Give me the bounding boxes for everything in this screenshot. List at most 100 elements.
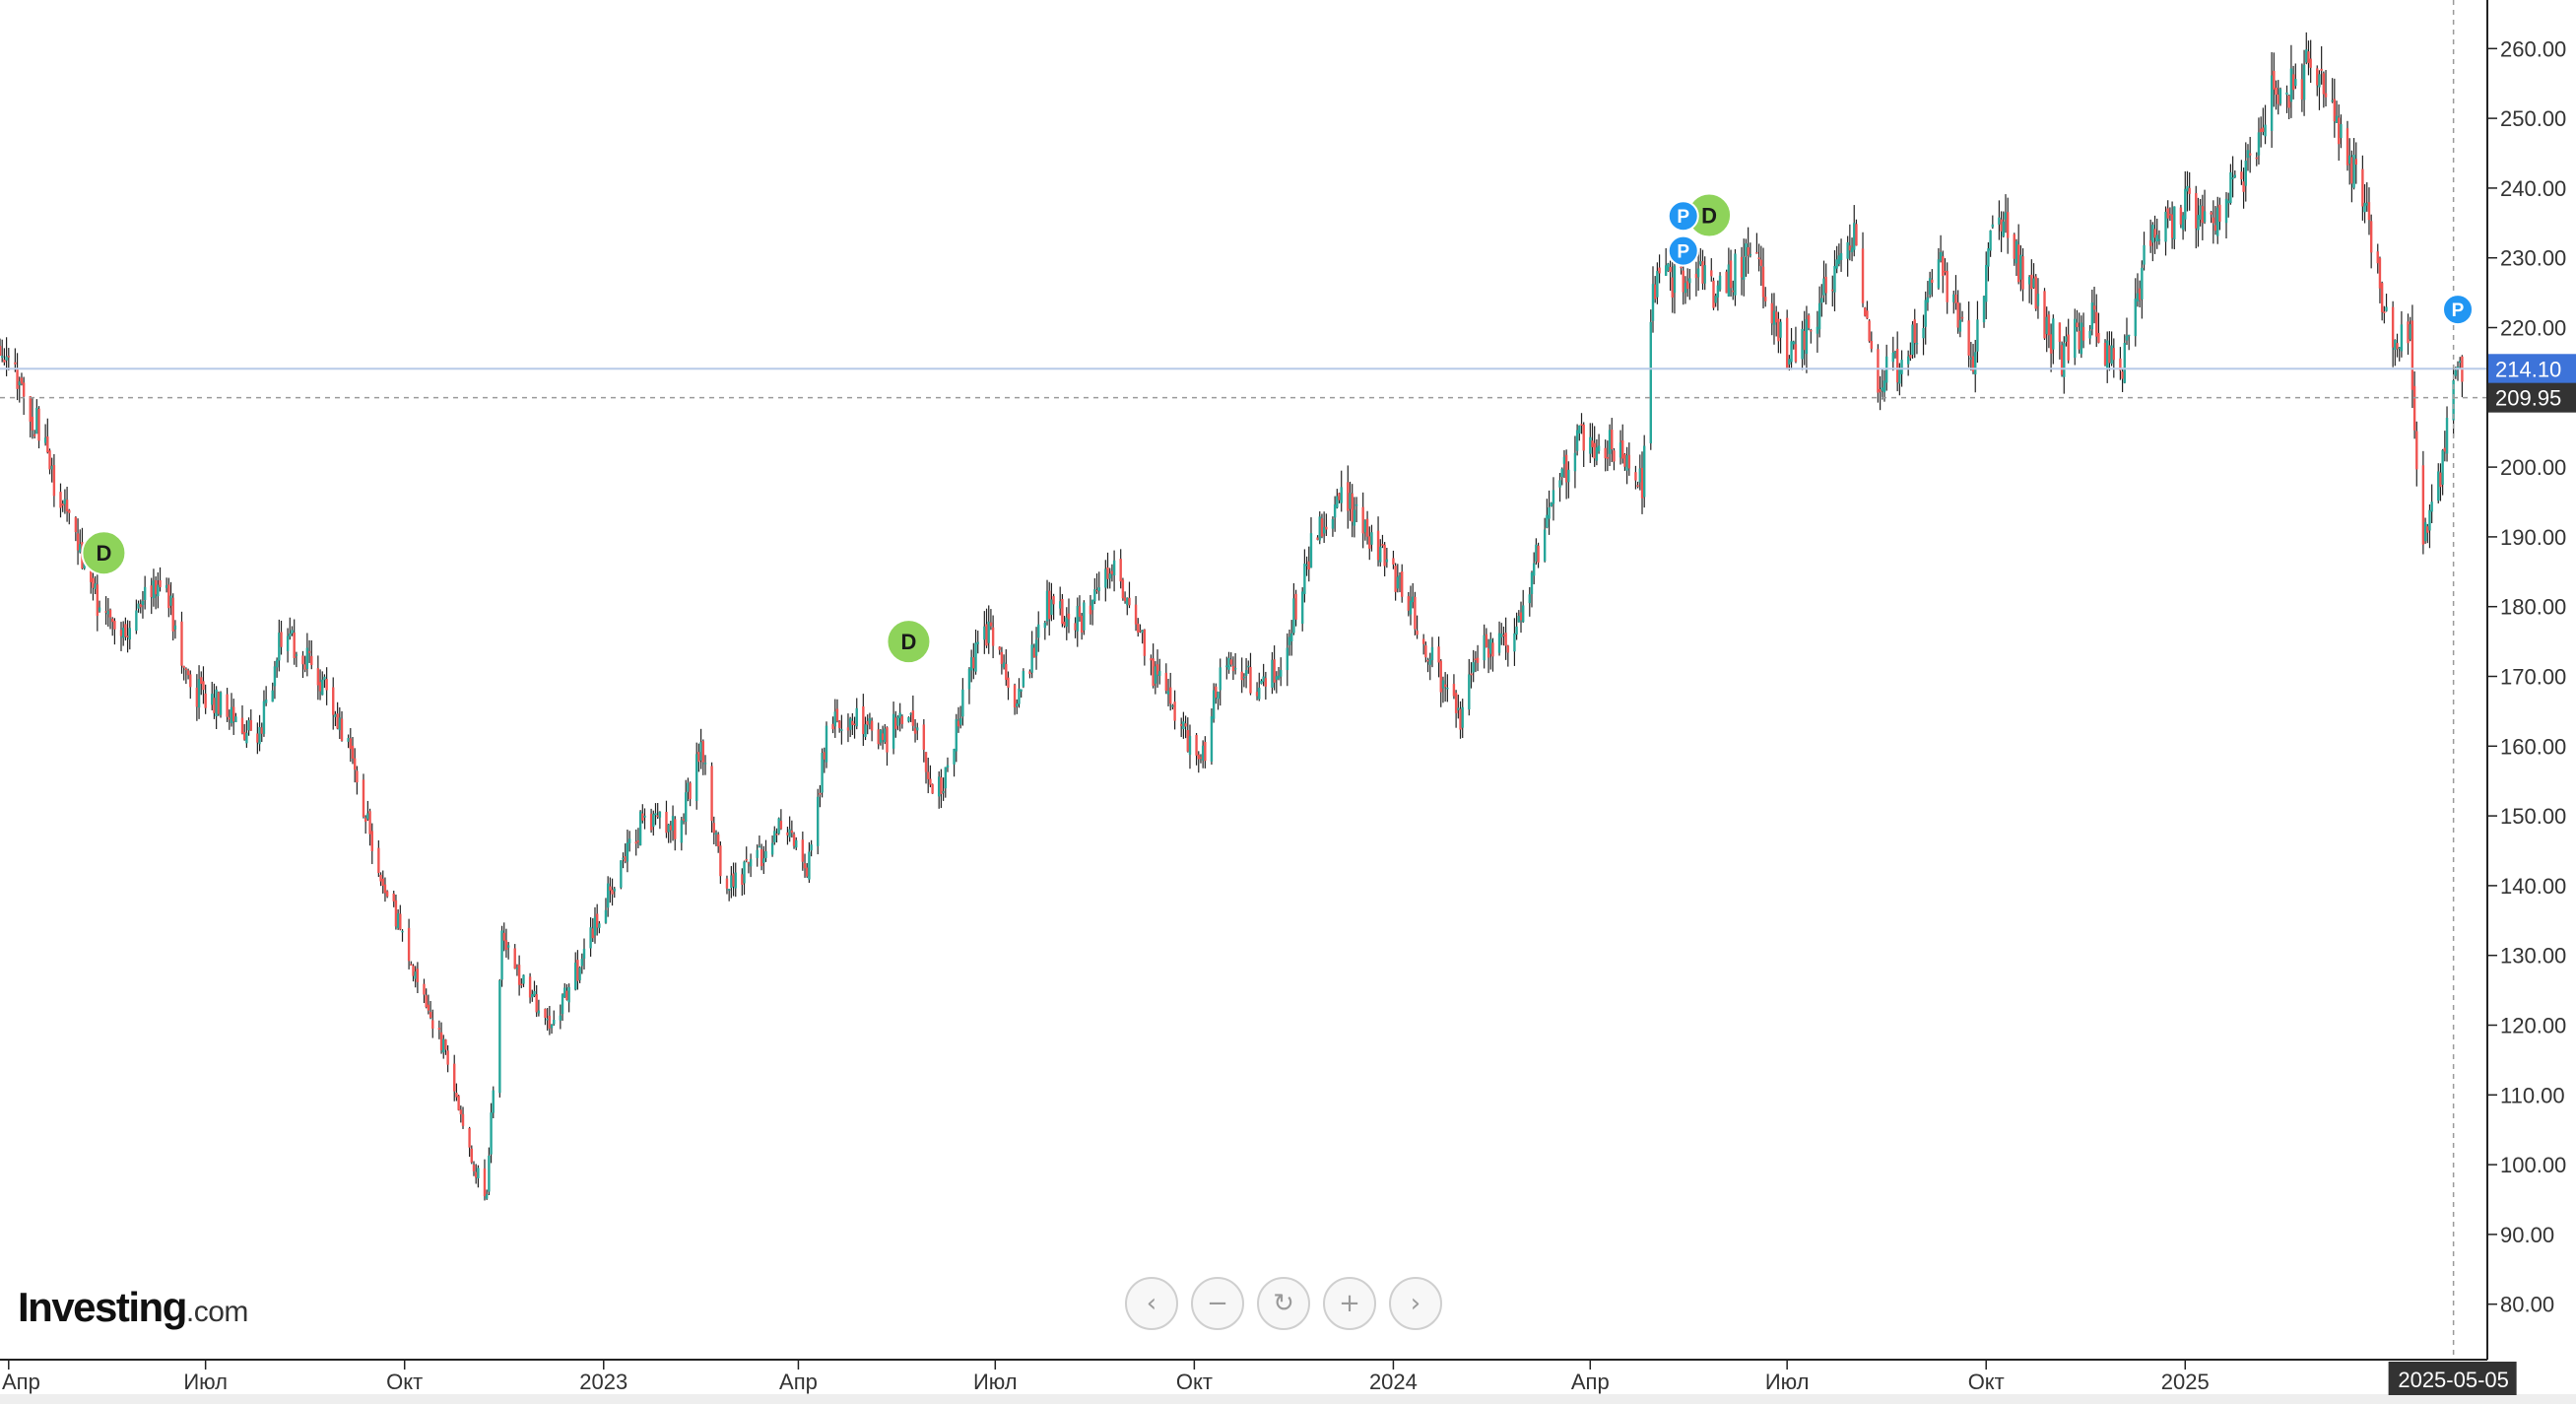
candle — [392, 890, 395, 907]
scroll-left-button[interactable]: ‹ — [1125, 1277, 1178, 1330]
candle-body — [1535, 544, 1538, 562]
candle-body — [1457, 707, 1460, 710]
candle — [113, 618, 116, 645]
last-price-tag-text: 214.10 — [2495, 357, 2561, 381]
candle-body — [879, 730, 883, 743]
candle — [773, 826, 776, 845]
candle-body — [1067, 613, 1071, 620]
candle-body — [106, 610, 110, 615]
candle — [2090, 289, 2094, 336]
candle-body — [1271, 659, 1274, 688]
candle-body — [1134, 604, 1138, 625]
candle-body — [1171, 704, 1174, 707]
candle-body — [1608, 430, 1612, 454]
candle — [2275, 80, 2278, 110]
candle-body — [589, 927, 592, 949]
candle — [703, 755, 707, 775]
candle-body — [1277, 675, 1281, 679]
candle-body — [171, 597, 174, 632]
candle — [1517, 610, 1521, 623]
candle — [2396, 333, 2399, 358]
candle — [1034, 627, 1038, 670]
candle-body — [1184, 723, 1187, 727]
candle — [1861, 232, 1865, 307]
candle — [989, 609, 993, 631]
candle-body — [2363, 202, 2366, 213]
candle-body — [2240, 171, 2243, 180]
candle — [1546, 499, 1549, 529]
candle — [1891, 336, 1894, 371]
candle — [2013, 233, 2015, 266]
candle-body — [1428, 658, 1431, 665]
candle — [2034, 274, 2037, 311]
candle — [1459, 701, 1462, 739]
candle — [305, 633, 309, 677]
candle — [488, 1147, 491, 1196]
candle-body — [1575, 430, 1579, 451]
candle — [548, 1005, 552, 1036]
candle-body — [1759, 259, 1763, 266]
candle — [1258, 672, 1261, 702]
candle-body — [1621, 439, 1624, 459]
candle-body — [1240, 671, 1243, 681]
candle-body — [204, 693, 207, 708]
candle — [22, 376, 26, 416]
candle — [2391, 301, 2395, 368]
candle — [699, 728, 702, 769]
scroll-right-button[interactable]: › — [1389, 1277, 1442, 1330]
candle — [1537, 542, 1540, 568]
candle — [1280, 657, 1283, 687]
candle — [150, 577, 153, 615]
candle-body — [1363, 519, 1367, 533]
candle-body — [1426, 659, 1429, 662]
candle-body — [1757, 257, 1760, 259]
candle — [275, 657, 279, 678]
candle — [1743, 238, 1746, 297]
candle — [1121, 577, 1125, 601]
candle-body — [1848, 245, 1852, 251]
candle — [1002, 654, 1006, 670]
candle — [197, 665, 201, 719]
candle — [1318, 511, 1321, 545]
candle-body — [1716, 285, 1720, 298]
reset-button[interactable]: ↻ — [1257, 1277, 1310, 1330]
candle-body — [5, 356, 8, 361]
candle-body — [624, 856, 627, 862]
candle-body — [79, 544, 82, 553]
candle — [1627, 442, 1631, 476]
candle — [1383, 542, 1386, 576]
candle-body — [1613, 450, 1616, 462]
candle-body — [1233, 667, 1237, 670]
candle-body — [383, 884, 387, 894]
zoom-in-button[interactable]: + — [1323, 1277, 1376, 1330]
zoom-out-button[interactable]: − — [1191, 1277, 1244, 1330]
candle-body — [98, 607, 101, 612]
candle-body — [2218, 204, 2221, 223]
candle — [788, 816, 791, 842]
candle — [2002, 211, 2005, 238]
candle-body — [1128, 597, 1131, 606]
candle — [152, 568, 156, 607]
candle — [1593, 426, 1596, 467]
candle-body — [1976, 319, 1979, 352]
candle — [504, 928, 508, 958]
candle-body — [150, 585, 153, 598]
candle-body — [427, 1004, 430, 1011]
candle-body — [2153, 229, 2156, 238]
candle-body — [747, 861, 751, 864]
y-tick-label: 130.00 — [2500, 944, 2566, 969]
candle — [1779, 318, 1782, 354]
candle — [154, 575, 158, 610]
last-price-tag: 214.10 — [2488, 354, 2576, 384]
candle — [1939, 234, 1943, 263]
candle-body — [1864, 307, 1867, 316]
candle — [1201, 740, 1205, 769]
candle — [613, 887, 616, 899]
candle-body — [271, 690, 274, 702]
candle-body — [2078, 330, 2081, 350]
candle — [636, 828, 640, 849]
candle — [1729, 249, 1733, 298]
candle-body — [2203, 211, 2207, 223]
candle — [1725, 269, 1728, 294]
